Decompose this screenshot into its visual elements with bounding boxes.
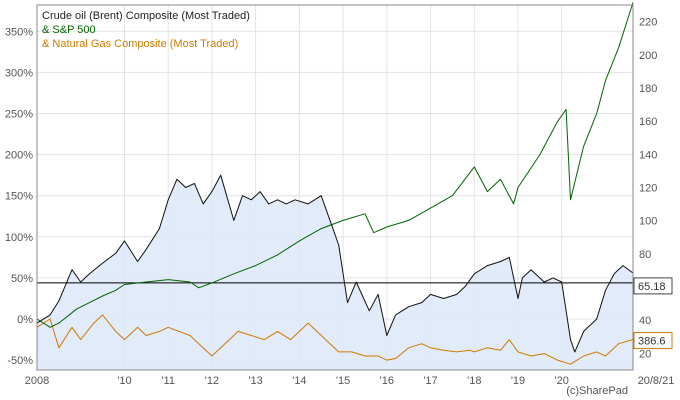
right-tick-label: 160 [639, 116, 657, 128]
plot-frame [36, 4, 634, 371]
right-tick-label: 180 [639, 83, 657, 95]
right-tick-label: 140 [639, 149, 657, 161]
right-tick-label: 200 [639, 50, 657, 62]
series-line-natural-gas-composite-most-traded [36, 314, 634, 365]
last-value-labels: 65.18 386.6 [633, 277, 673, 350]
left-tick-label: 250% [5, 109, 33, 121]
x-tick-label: '20 [555, 375, 569, 387]
right-tick-label: 40 [639, 315, 651, 327]
x-tick-label: '15 [336, 375, 350, 387]
last-value-text: 386.6 [638, 336, 666, 348]
last-value-box [633, 332, 673, 350]
series-layer [36, 2, 634, 365]
last-value-badge: 65.18 [633, 277, 673, 295]
series-line-s-p-500 [36, 2, 634, 328]
left-tick-label: 100% [5, 232, 33, 244]
x-tick-label: '18 [467, 375, 481, 387]
left-tick-label: 200% [5, 150, 33, 162]
right-axis: 20406080100120140160180200220 [639, 17, 657, 361]
left-tick-label: 350% [5, 26, 33, 38]
right-tick-label: 20 [639, 348, 651, 360]
last-value-badge: 386.6 [633, 332, 673, 350]
left-tick-label: 150% [5, 191, 33, 203]
last-value-box [633, 277, 673, 295]
fill-layer [37, 175, 633, 370]
last-value-text: 65.18 [638, 281, 666, 293]
x-tick-label: '17 [423, 375, 437, 387]
x-tick-label: '16 [380, 375, 394, 387]
left-tick-label: 50% [11, 273, 33, 285]
legend-entry: Crude oil (Brent) Composite (Most Traded… [42, 10, 250, 22]
x-tick-label: '14 [292, 375, 306, 387]
series-area-fill [37, 175, 633, 370]
x-tick-label: '13 [248, 375, 262, 387]
series-line-crude-oil-brent-composite-most-traded [36, 174, 634, 353]
x-tick-label: 2008 [25, 375, 49, 387]
legend: Crude oil (Brent) Composite (Most Traded… [42, 10, 250, 50]
left-axis: -50% 0% 50% 100% 150% 200% 250% 300% 350% [5, 26, 33, 367]
right-tick-label: 120 [639, 183, 657, 195]
right-tick-label: 220 [639, 17, 657, 29]
x-tick-label: 20/8/21 [638, 375, 675, 387]
right-tick-label: 100 [639, 216, 657, 228]
legend-entry: & Natural Gas Composite (Most Traded) [42, 38, 238, 50]
left-tick-label: 0% [17, 314, 33, 326]
right-tick-label: 80 [639, 249, 651, 261]
x-tick-label: '10 [117, 375, 131, 387]
left-tick-label: -50% [7, 355, 33, 367]
x-tick-label: '11 [161, 375, 175, 387]
x-tick-label: '19 [511, 375, 525, 387]
x-axis: 2008 '10 '11 '12 '13 '14 '15 '16 '17 '18 '19 '20 20/… [25, 375, 675, 387]
legend-entry: & S&P 500 [42, 24, 96, 36]
credit-text: (c)SharePad [566, 385, 628, 397]
x-tick-label: '12 [205, 375, 219, 387]
left-tick-label: 300% [5, 67, 33, 79]
